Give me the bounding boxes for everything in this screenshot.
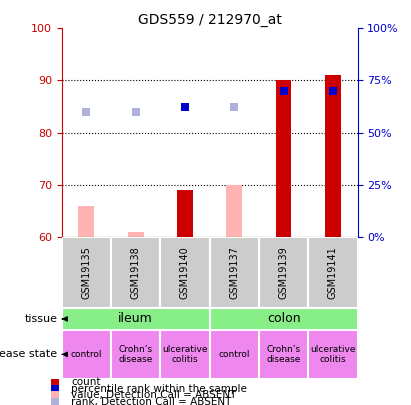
Bar [62, 330, 111, 379]
Title: GDS559 / 212970_at: GDS559 / 212970_at [138, 13, 282, 27]
Point [51, 399, 58, 405]
Text: tissue: tissue [25, 314, 58, 324]
Text: GSM19138: GSM19138 [131, 246, 141, 299]
Point [83, 109, 90, 115]
Bar [308, 330, 358, 379]
Bar [62, 308, 210, 330]
Text: rank, Detection Call = ABSENT: rank, Detection Call = ABSENT [72, 397, 232, 405]
Point [51, 392, 58, 399]
Point [330, 87, 336, 94]
Point [51, 379, 58, 385]
Point [182, 103, 188, 110]
Text: GSM19140: GSM19140 [180, 246, 190, 299]
Bar [210, 237, 259, 308]
Text: value, Detection Call = ABSENT: value, Detection Call = ABSENT [72, 390, 237, 400]
Bar [259, 237, 308, 308]
Text: percentile rank within the sample: percentile rank within the sample [72, 384, 247, 394]
Text: count: count [72, 377, 101, 387]
Text: GSM19141: GSM19141 [328, 246, 338, 299]
Bar [62, 237, 111, 308]
Bar [79, 206, 94, 237]
Bar [210, 330, 259, 379]
Text: Crohn’s
disease: Crohn’s disease [266, 345, 301, 364]
Text: GSM19135: GSM19135 [81, 246, 91, 299]
Text: ulcerative
colitis: ulcerative colitis [310, 345, 356, 364]
Bar [226, 185, 242, 237]
Text: colon: colon [267, 312, 300, 326]
Bar [259, 330, 308, 379]
Bar [160, 237, 210, 308]
Bar [210, 308, 358, 330]
Point [280, 87, 287, 94]
Bar [325, 75, 341, 237]
Bar [128, 232, 143, 237]
Bar [160, 330, 210, 379]
Text: control: control [71, 350, 102, 359]
Bar [177, 190, 193, 237]
Text: control: control [219, 350, 250, 359]
Bar [111, 330, 160, 379]
Bar [111, 237, 160, 308]
Point [231, 103, 238, 110]
Text: GSM19139: GSM19139 [279, 246, 289, 299]
Text: disease state: disease state [0, 350, 58, 359]
Bar [308, 237, 358, 308]
Text: ileum: ileum [118, 312, 153, 326]
Bar [276, 81, 291, 237]
Text: GSM19137: GSM19137 [229, 246, 239, 299]
Text: ulcerative
colitis: ulcerative colitis [162, 345, 208, 364]
Point [51, 385, 58, 392]
Text: Crohn’s
disease: Crohn’s disease [118, 345, 153, 364]
Point [132, 109, 139, 115]
